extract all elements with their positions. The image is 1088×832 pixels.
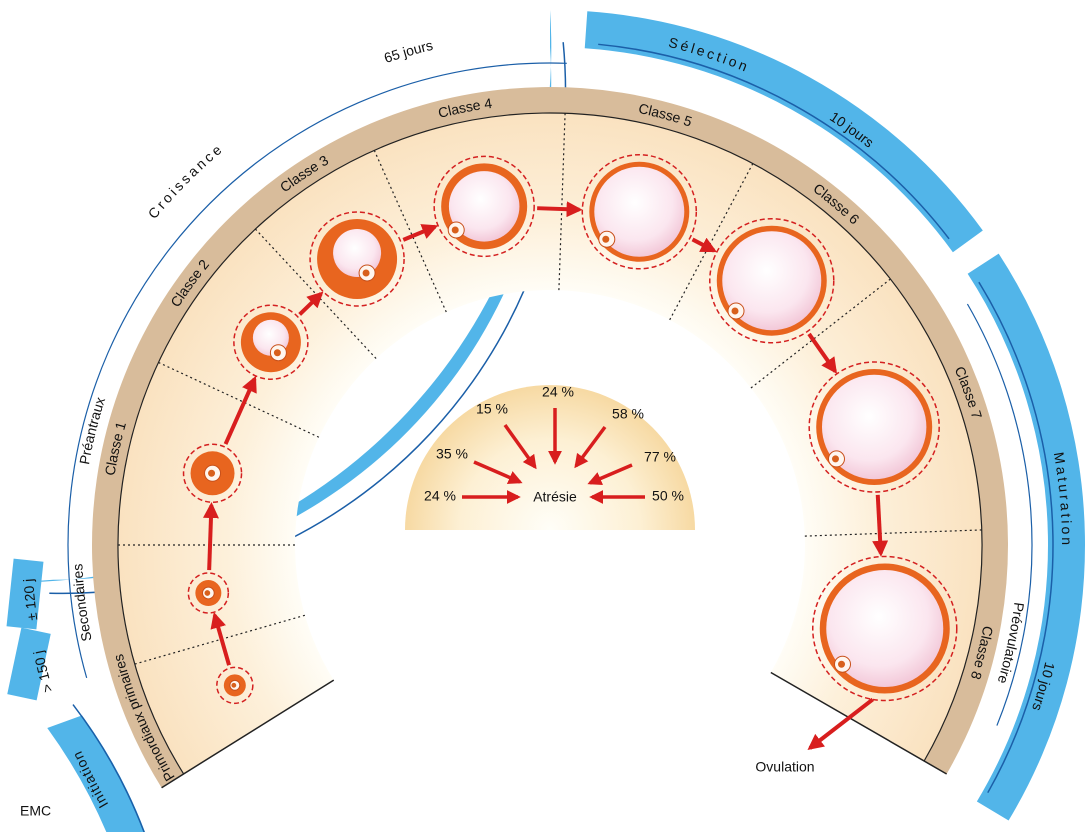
atresia-rate: 58 % xyxy=(612,406,644,422)
phase-band xyxy=(47,715,145,832)
growth-arrow xyxy=(691,237,717,253)
phase-band-line xyxy=(598,43,950,240)
nucleus xyxy=(731,307,739,315)
growth-arrow xyxy=(537,201,583,218)
nucleus xyxy=(208,469,216,477)
follicle-halo xyxy=(309,211,405,307)
duration-label: 65 jours xyxy=(382,37,434,66)
phase-band-line xyxy=(978,281,1054,794)
follicle-halo xyxy=(182,443,243,504)
follicle-halo xyxy=(233,304,309,380)
segment-divider xyxy=(770,671,948,775)
ring-line xyxy=(117,112,983,775)
growth-arrow xyxy=(872,494,889,557)
phase-label: Croissance xyxy=(144,139,226,221)
credit: EMC xyxy=(20,803,51,819)
stage-line xyxy=(67,62,567,679)
atresia-rate: 15 % xyxy=(476,401,508,417)
follicle-halo xyxy=(709,217,835,344)
follicle-halo xyxy=(187,572,230,614)
antrum xyxy=(448,171,520,242)
nucleus xyxy=(204,590,211,596)
segment-divider xyxy=(161,679,335,789)
nucleus xyxy=(602,235,610,243)
nucleus xyxy=(451,226,459,234)
phase-label: Croissance xyxy=(144,139,223,221)
duration-box xyxy=(7,627,51,701)
antrum xyxy=(826,569,944,687)
ovulation-arrow xyxy=(807,697,874,750)
nucleus xyxy=(231,682,237,688)
stage-label: Secondaires xyxy=(69,563,94,642)
nucleus xyxy=(831,455,839,463)
antrum xyxy=(821,374,927,480)
atresia-rate: 77 % xyxy=(644,449,676,465)
stage-label: Secondaires xyxy=(69,563,94,642)
atresia-arrow xyxy=(473,460,523,484)
antrum xyxy=(594,166,685,257)
duration-box xyxy=(6,558,44,630)
growth-arrow xyxy=(223,375,257,445)
growth-arrow xyxy=(298,291,324,316)
atresia-label: Atrésie xyxy=(533,489,577,505)
follicle-halo xyxy=(433,155,535,258)
atresia-arrow xyxy=(587,463,633,486)
duration-label: ± 120 j xyxy=(20,578,40,621)
phase-band xyxy=(584,11,983,253)
phase-band xyxy=(967,253,1085,821)
atresia-rate: 24 % xyxy=(424,488,456,504)
nucleus xyxy=(838,660,846,668)
growth-arrow xyxy=(807,332,838,374)
follicle-halo xyxy=(808,361,940,493)
phase-band-line xyxy=(72,704,145,832)
antrum xyxy=(722,231,822,331)
atresia-arrow xyxy=(503,423,537,470)
nucleus xyxy=(273,349,281,357)
atresia-arrow xyxy=(574,425,607,469)
atresia-rate: 50 % xyxy=(652,488,684,504)
diagram-layer: InitiationCroissanceSélectionMaturation±… xyxy=(6,10,1085,832)
growth-arrow xyxy=(402,224,439,242)
nucleus xyxy=(362,269,370,277)
growth-arrow xyxy=(210,612,231,666)
follicle-halo xyxy=(216,666,254,705)
atresia-rate: 24 % xyxy=(542,384,574,400)
ovulation-label: Ovulation xyxy=(755,759,814,775)
growth-arrow xyxy=(202,502,219,571)
stage-line xyxy=(966,303,1033,726)
duration-label: ± 120 j xyxy=(20,578,40,621)
duration-label: 65 jours xyxy=(382,37,434,66)
atresia-rate: 35 % xyxy=(436,446,468,462)
